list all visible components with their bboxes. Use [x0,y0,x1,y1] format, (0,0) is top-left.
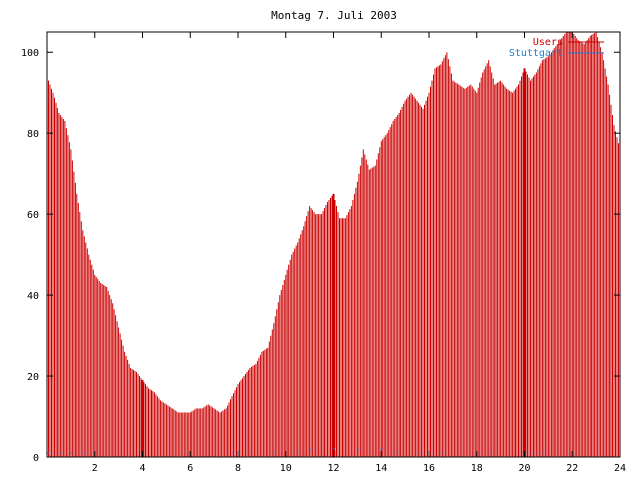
legend-label-stuttgart: Stuttgart [509,48,563,59]
x-tick-label: 24 [614,463,626,474]
x-tick-label: 22 [566,463,578,474]
x-tick-label: 16 [423,463,435,474]
y-tick-label: 40 [27,291,39,302]
legend-label-users: Users [533,37,563,48]
y-tick-label: 80 [27,129,39,140]
y-tick-label: 20 [27,372,39,383]
x-tick-label: 4 [139,463,145,474]
x-tick-label: 18 [471,463,483,474]
x-tick-label: 10 [280,463,292,474]
y-tick-label: 60 [27,210,39,221]
users-series [46,32,619,457]
x-tick-label: 14 [375,463,387,474]
x-tick-label: 2 [92,463,98,474]
x-tick-label: 8 [235,463,241,474]
stuttgart-series [47,448,545,454]
x-tick-label: 6 [187,463,193,474]
x-axis: 2 4 6 8 10 12 14 16 18 20 22 24 [92,32,626,474]
x-tick-label: 20 [518,463,530,474]
y-axis: 0 20 40 60 80 100 [21,48,620,464]
legend: Users Stuttgart [509,37,604,59]
chart-title: Montag 7. Juli 2003 [271,9,397,22]
y-tick-label: 0 [33,453,39,464]
y-tick-label: 100 [21,48,39,59]
x-tick-label: 12 [327,463,339,474]
